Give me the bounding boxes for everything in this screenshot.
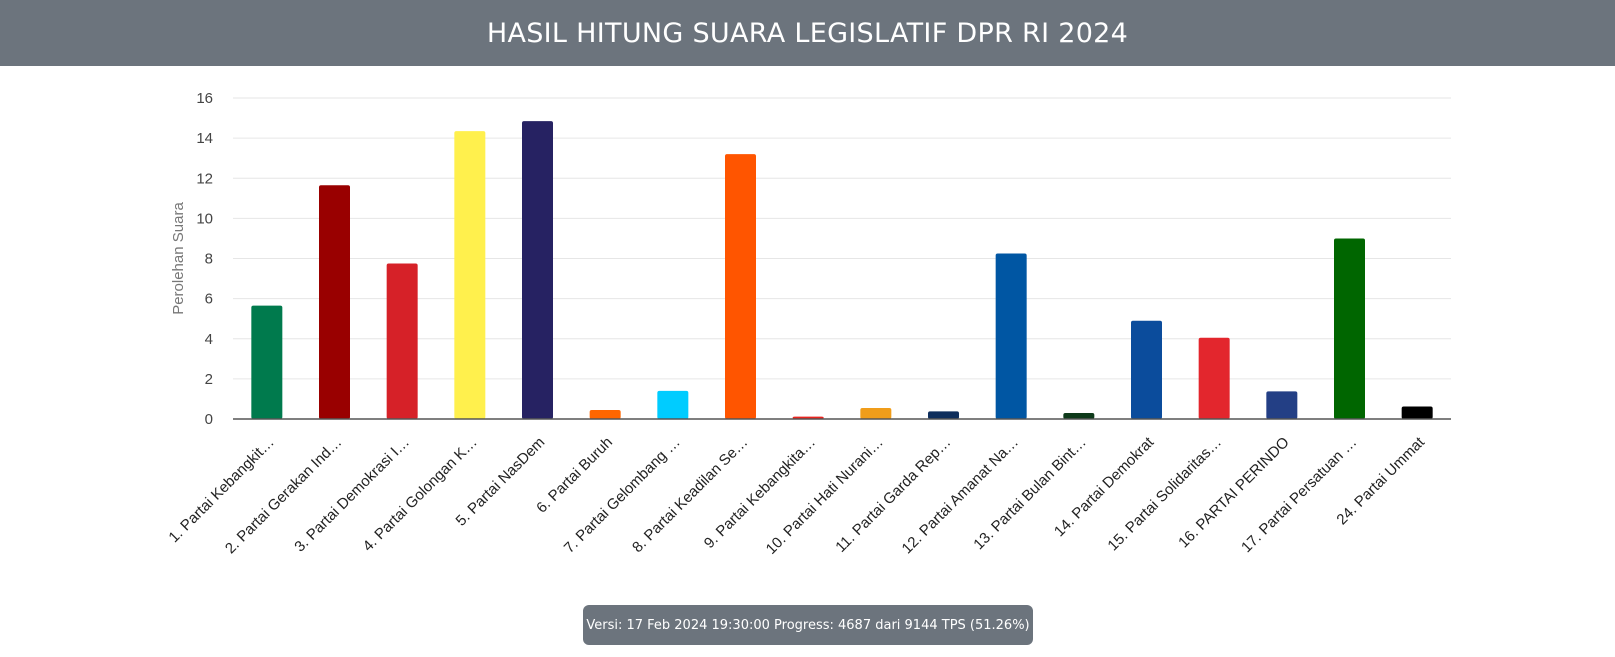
x-tick-label: 13. Partai Bulan Bint… — [970, 434, 1089, 553]
bar — [319, 185, 350, 419]
x-tick-label: 7. Partai Gelombang … — [561, 434, 684, 557]
y-tick-label: 12 — [196, 170, 213, 187]
bar — [657, 390, 689, 419]
y-tick-label: 14 — [196, 130, 213, 147]
bar — [251, 305, 283, 419]
grid-lines — [233, 97, 1451, 380]
bar — [995, 253, 1027, 419]
bar — [386, 263, 418, 419]
y-tick-label: 8 — [205, 251, 213, 268]
x-tick-label: 4. Partai Golongan K… — [360, 434, 481, 555]
bar — [1266, 391, 1298, 419]
bar — [725, 154, 756, 420]
bar — [860, 407, 892, 419]
x-tick-label: 17. Partai Persatuan … — [1238, 434, 1360, 556]
bar — [928, 411, 959, 419]
bar — [1198, 337, 1230, 419]
x-tick-label: 3. Partai Demokrasi I… — [291, 434, 413, 556]
page-header: HASIL HITUNG SUARA LEGISLATIF DPR RI 202… — [0, 0, 1615, 66]
x-tick-label: 2. Partai Gerakan Ind… — [222, 434, 345, 557]
x-tick-label: 11. Partai Garda Rep… — [832, 434, 954, 556]
x-tick-label: 8. Partai Keadilan Se… — [629, 434, 751, 556]
bar — [1401, 406, 1433, 419]
bar — [1334, 238, 1365, 419]
version-progress-text: Versi: 17 Feb 2024 19:30:00 Progress: 46… — [586, 617, 1030, 633]
bar — [454, 131, 486, 419]
bar — [522, 121, 553, 420]
bars — [251, 121, 1433, 420]
bar — [1131, 320, 1162, 419]
page-title: HASIL HITUNG SUARA LEGISLATIF DPR RI 202… — [486, 17, 1129, 49]
version-progress-badge: Versi: 17 Feb 2024 19:30:00 Progress: 46… — [583, 605, 1033, 645]
y-tick-label: 10 — [196, 210, 213, 227]
x-tick-label: 15. Partai Solidaritas… — [1104, 434, 1224, 554]
y-tick-label: 0 — [205, 411, 213, 428]
bar — [1063, 412, 1095, 419]
bar — [589, 409, 621, 419]
y-tick-label: 4 — [205, 331, 213, 348]
y-tick-label: 2 — [205, 371, 213, 388]
x-tick-label: 16. PARTAI PERINDO — [1175, 434, 1293, 552]
y-tick-label: 6 — [205, 291, 213, 308]
y-tick-label: 16 — [196, 90, 213, 107]
x-tick-label: 9. Partai Kebangkita… — [701, 434, 819, 552]
x-tick-label: 12. Partai Amanat Na… — [899, 434, 1022, 557]
x-tick-label: 10. Partai Hati Nurani… — [763, 434, 887, 558]
y-axis-title: Perolehan Suara — [170, 202, 187, 315]
